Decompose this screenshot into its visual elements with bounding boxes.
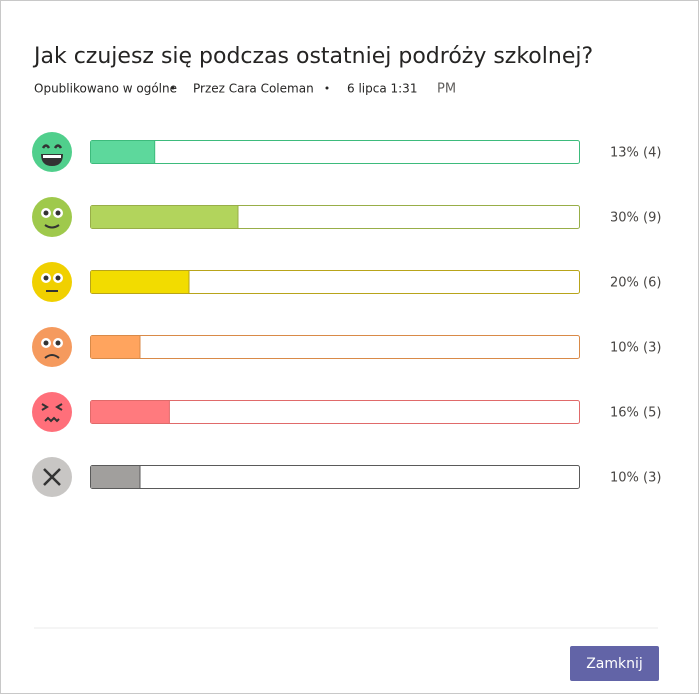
dot — [171, 86, 175, 90]
bar — [91, 206, 238, 228]
bar-track — [90, 270, 580, 294]
emoji-icons — [32, 132, 72, 497]
value-label: 30% (9) — [610, 211, 661, 226]
poll-title: Jak czujesz się podczas ostatniej podróż… — [32, 44, 593, 69]
meta-channel: Opublikowano w ogólne — [34, 82, 177, 96]
emoji-sad — [32, 327, 72, 367]
bar — [91, 141, 155, 163]
meta-date: 6 lipca 1:31 — [347, 82, 417, 96]
value-label: 10% (3) — [610, 471, 661, 486]
emoji-none — [32, 457, 72, 497]
close-button[interactable] — [570, 646, 659, 681]
bar-track — [90, 465, 580, 489]
close-button-label[interactable]: Zamknij — [586, 656, 643, 672]
bar — [91, 271, 189, 293]
bar-track — [90, 335, 580, 359]
bar-track — [90, 400, 580, 424]
value-label: 13% (4) — [610, 146, 661, 161]
bar-track — [90, 140, 580, 164]
meta-author: Przez Cara Coleman — [193, 82, 314, 96]
bar — [91, 466, 140, 488]
dot — [325, 86, 329, 90]
meta-time: PM — [437, 82, 456, 97]
emoji-upset — [32, 392, 72, 432]
value-label: 16% (5) — [610, 406, 661, 421]
value-label: 10% (3) — [610, 341, 661, 356]
bar — [91, 401, 170, 423]
emoji-smile — [32, 197, 72, 237]
bar — [91, 336, 140, 358]
emoji-neutral — [32, 262, 72, 302]
value-label: 20% (6) — [610, 276, 661, 291]
emoji-laugh — [32, 132, 72, 172]
